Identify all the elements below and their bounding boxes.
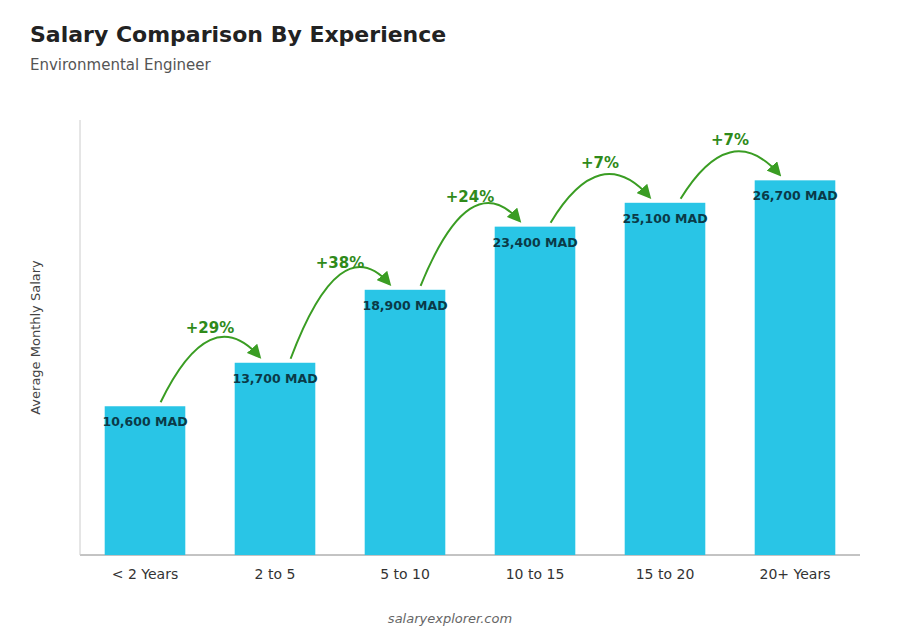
x-axis-line — [80, 555, 860, 556]
annotations: +29% +38% +24% +7% +7% — [161, 131, 780, 402]
change-arrow — [551, 174, 650, 223]
data-label: 26,700 MAD — [752, 188, 837, 203]
change-arrow — [421, 203, 520, 286]
x-tick-label: 5 to 10 — [380, 566, 430, 582]
annotation: +24% — [446, 188, 494, 206]
y-axis-label: Average Monthly Salary — [28, 260, 43, 415]
data-label: 10,600 MAD — [102, 414, 187, 429]
bar — [625, 203, 706, 555]
x-tick-label: < 2 Years — [112, 566, 178, 582]
change-arrow — [161, 337, 260, 402]
y-axis-line — [80, 120, 81, 555]
data-label: 13,700 MAD — [232, 371, 317, 386]
chart-svg: Salary Comparison By Experience Environme… — [0, 0, 900, 641]
x-tick-label: 2 to 5 — [255, 566, 296, 582]
source: salaryexplorer.com — [388, 611, 512, 626]
annotation: +7% — [581, 154, 619, 172]
subtitle: Environmental Engineer — [30, 56, 212, 74]
bar — [235, 363, 316, 555]
data-label: 25,100 MAD — [622, 211, 707, 226]
change-arrow — [291, 267, 390, 359]
bar — [365, 290, 446, 555]
bar — [495, 227, 576, 555]
data-label: 18,900 MAD — [362, 298, 447, 313]
title: Salary Comparison By Experience — [30, 22, 446, 47]
change-arrow — [681, 151, 780, 198]
annotation: +7% — [711, 131, 749, 149]
x-tick-label: 15 to 20 — [636, 566, 695, 582]
annotation: +29% — [186, 319, 234, 337]
x-tick-label: 20+ Years — [760, 566, 831, 582]
x-tick-label: 10 to 15 — [506, 566, 565, 582]
chart-container: Salary Comparison By Experience Environme… — [0, 0, 900, 641]
bar — [755, 180, 836, 555]
bars — [105, 180, 836, 555]
data-label: 23,400 MAD — [492, 235, 577, 250]
annotation: +38% — [316, 254, 364, 272]
